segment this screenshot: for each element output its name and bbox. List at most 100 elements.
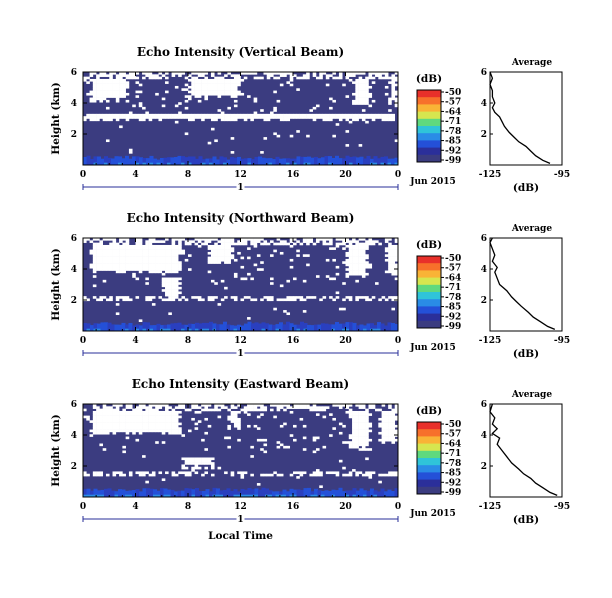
- heatmap-cell-nodata: [119, 238, 123, 241]
- heatmap-cell-nodata: [174, 406, 179, 409]
- heatmap-cell-nodata: [381, 415, 386, 419]
- heatmap-cell-nodata: [115, 83, 120, 87]
- heatmap-cell-nodata: [122, 413, 126, 416]
- heatmap-cell-surface: [349, 157, 353, 165]
- heatmap-cell-nodata: [132, 265, 136, 269]
- heatmap-cell-nodata: [325, 275, 330, 278]
- heatmap-cell-nodata: [266, 473, 271, 477]
- heatmap-cell-nodata: [227, 116, 231, 119]
- heatmap-cell-nodata: [210, 462, 215, 465]
- heatmap-cell-nodata: [132, 263, 136, 267]
- heatmap-cell-nodata: [135, 72, 140, 75]
- heatmap-cell-surface: [293, 162, 297, 165]
- colorbar-band: [417, 104, 441, 112]
- heatmap-cell-nodata: [309, 240, 313, 243]
- colorbar-tick-label: -57: [445, 264, 461, 274]
- heatmap-cell-nodata: [138, 102, 143, 105]
- heatmap-cell-nodata: [151, 417, 156, 421]
- heatmap-cell-nodata: [89, 420, 94, 423]
- heatmap-cell-nodata: [371, 99, 376, 103]
- heatmap-cell-nodata: [148, 406, 153, 409]
- heatmap-cell-nodata: [253, 113, 258, 117]
- heatmap-cell-nodata: [184, 240, 189, 243]
- heatmap-cell-nodata: [302, 254, 307, 257]
- heatmap-cell-nodata: [247, 413, 251, 416]
- heatmap-cell-nodata: [365, 92, 369, 96]
- heatmap-cell-nodata: [233, 78, 238, 82]
- heatmap-cell-nodata: [102, 296, 107, 299]
- heatmap-cell-nodata: [145, 424, 149, 428]
- colorbar-tick-label: -92: [445, 478, 461, 488]
- heatmap-cell-nodata: [184, 116, 189, 119]
- heatmap-cell-surface: [205, 328, 210, 331]
- heatmap-cell-nodata: [217, 249, 222, 253]
- heatmap-cell-nodata: [233, 417, 238, 421]
- heatmap-cell-surface: [100, 158, 105, 165]
- heatmap-cell-nodata: [135, 438, 140, 442]
- heatmap-cell-nodata: [365, 247, 369, 250]
- heatmap-cell-nodata: [283, 74, 287, 77]
- heatmap-cell-nodata: [109, 81, 113, 84]
- heatmap-cell-nodata: [391, 296, 396, 299]
- colorbar-band: [417, 263, 441, 271]
- heatmap-cell-surface: [177, 490, 182, 497]
- heatmap-cell-nodata: [125, 415, 130, 419]
- heatmap-cell-nodata: [165, 298, 169, 302]
- heatmap-cell-nodata: [115, 92, 120, 96]
- heatmap-cell-nodata: [96, 422, 100, 426]
- heatmap-cell-nodata: [368, 476, 373, 479]
- heatmap-cell-nodata: [253, 242, 258, 246]
- heatmap-cell-nodata: [273, 76, 277, 80]
- heatmap-cell-nodata: [329, 247, 333, 250]
- heatmap-cell-nodata: [361, 272, 366, 276]
- heatmap-cell-nodata: [224, 258, 228, 262]
- heatmap-cell-nodata: [184, 459, 189, 463]
- heatmap-cell-nodata: [224, 113, 228, 117]
- heatmap-cell-nodata: [125, 436, 130, 440]
- colorbar-tick-label: -99: [445, 156, 461, 166]
- date-label: Jun 2015: [409, 509, 456, 519]
- heatmap-cell-nodata: [361, 254, 366, 257]
- heatmap-cell-nodata: [348, 443, 353, 447]
- heatmap-cell-nodata: [92, 90, 97, 94]
- heatmap-cell-nodata: [237, 242, 241, 246]
- heatmap-cell-nodata: [119, 72, 123, 75]
- heatmap-cell-nodata: [391, 251, 396, 255]
- heatmap-cell-nodata: [361, 95, 366, 98]
- heatmap-cell-nodata: [125, 249, 130, 253]
- heatmap-cell-nodata: [112, 261, 117, 264]
- heatmap-cell-nodata: [109, 242, 113, 246]
- heatmap-cell-nodata: [210, 118, 215, 122]
- heatmap-cell-nodata: [89, 251, 94, 255]
- heatmap-cell-nodata: [214, 90, 218, 94]
- heatmap-cell-nodata: [352, 438, 356, 442]
- heatmap-cell-nodata: [378, 422, 382, 426]
- heatmap-cell-nodata: [299, 471, 304, 475]
- heatmap-cell-nodata: [161, 254, 166, 257]
- heatmap-cell-surface: [363, 328, 367, 331]
- heatmap-cell-nodata: [188, 95, 192, 98]
- heatmap-cell-nodata: [384, 427, 389, 430]
- heatmap-cell-nodata: [266, 72, 271, 75]
- heatmap-cell-nodata: [361, 244, 366, 248]
- heatmap-cell-nodata: [358, 249, 363, 253]
- heatmap-cell-nodata: [296, 240, 300, 243]
- heatmap-cell-surface: [286, 321, 290, 331]
- heatmap-cell-nodata: [92, 242, 97, 246]
- heatmap-cell-surface: [258, 489, 262, 497]
- heatmap-cell-nodata: [181, 404, 186, 407]
- heatmap-cell-nodata: [358, 265, 363, 269]
- heatmap-cell-nodata: [233, 99, 238, 103]
- heatmap-cell-nodata: [122, 113, 126, 117]
- heatmap-cell-nodata: [270, 254, 274, 257]
- heatmap-cell-surface: [163, 494, 168, 497]
- heatmap-cell-nodata: [358, 415, 363, 419]
- heatmap-cell-nodata: [325, 258, 330, 262]
- heatmap-cell-nodata: [132, 427, 136, 430]
- colorbar-tick-label: -57: [445, 98, 461, 108]
- heatmap-cell-nodata: [122, 249, 126, 253]
- heatmap-cell-nodata: [240, 78, 245, 82]
- heatmap-cell-nodata: [365, 120, 369, 124]
- heatmap-cell-nodata: [178, 471, 182, 475]
- heatmap-cell-nodata: [273, 415, 277, 419]
